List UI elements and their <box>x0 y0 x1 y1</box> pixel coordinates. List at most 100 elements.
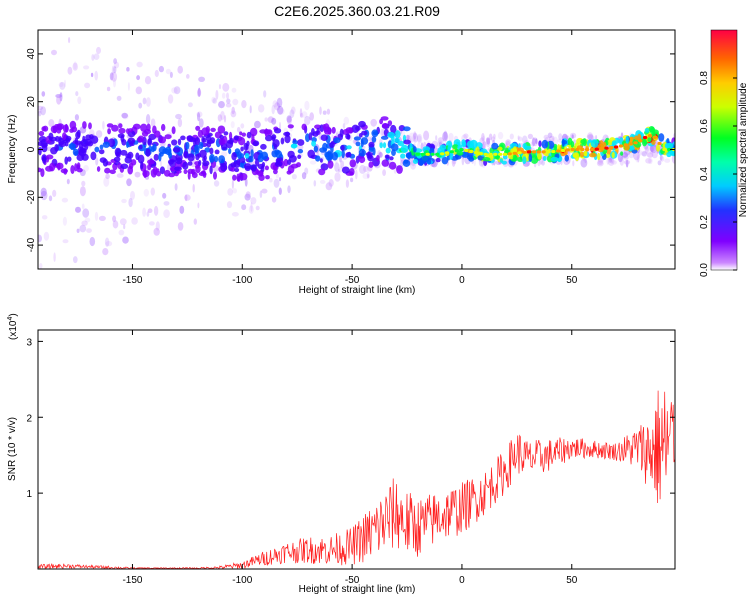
ridge-blob <box>280 137 285 145</box>
ridge-blob <box>87 141 94 147</box>
ridge-blob <box>214 155 219 163</box>
noise-blob <box>197 202 200 209</box>
noise-blob <box>48 195 53 202</box>
noise-blob <box>254 120 261 129</box>
noise-blob <box>309 160 317 165</box>
colorbar: 0.0 0.2 0.4 0.6 0.8 Normalized spectral ampl… <box>699 29 749 277</box>
ridge-core <box>478 152 483 156</box>
noise-blob <box>225 102 232 108</box>
ridge-blob <box>283 131 291 137</box>
ridge-blob <box>203 155 207 161</box>
noise-blob <box>211 96 216 104</box>
ridge-blob <box>333 137 341 144</box>
ridge-blob <box>358 120 366 128</box>
ridge-blob <box>620 151 624 156</box>
ridge-blob <box>195 125 201 131</box>
ridge-blob <box>564 154 569 162</box>
ridge-blob <box>562 140 568 145</box>
noise-blob <box>149 221 155 226</box>
ridge-core <box>440 152 445 156</box>
ridge-blob <box>292 140 298 145</box>
noise-blob <box>438 137 445 143</box>
noise-blob <box>558 133 563 141</box>
snr-line <box>38 390 675 569</box>
ridge-blob <box>241 132 246 137</box>
noise-blob <box>135 86 142 95</box>
ridge-blob <box>244 165 251 172</box>
noise-blob <box>58 82 64 88</box>
noise-blob <box>106 86 111 92</box>
ridge-blob <box>56 162 64 170</box>
noise-blob <box>197 88 202 97</box>
ridge-blob <box>522 156 527 165</box>
ridge-blob <box>206 140 212 148</box>
ridge-blob <box>550 156 559 162</box>
ridge-core <box>430 152 435 156</box>
ridge-blob <box>538 140 542 147</box>
ridge-blob <box>389 156 394 161</box>
ridge-blob <box>403 139 411 145</box>
ridge-blob <box>358 155 366 164</box>
ridge-blob <box>380 116 389 121</box>
ridge-blob <box>449 153 453 160</box>
noise-blob <box>64 79 66 88</box>
noise-blob <box>212 98 217 104</box>
noise-blob <box>40 187 47 197</box>
noise-blob <box>94 70 98 81</box>
colorbar-gradient <box>710 29 738 271</box>
ridge-core <box>633 141 638 145</box>
y-tick-label: -40 <box>26 237 37 252</box>
noise-blob <box>73 256 78 264</box>
ridge-blob <box>580 139 586 145</box>
noise-blob <box>77 96 82 105</box>
ridge-blob <box>239 131 243 136</box>
ridge-blob <box>209 137 216 144</box>
noise-blob <box>297 144 304 150</box>
noise-blob <box>66 178 70 185</box>
ridge-core <box>599 147 604 151</box>
ridge-blob <box>107 128 111 135</box>
noise-blob <box>299 112 304 118</box>
ridge-blob <box>412 146 417 153</box>
ridge-blob <box>468 156 475 162</box>
ridge-blob <box>230 166 236 172</box>
ridge-core <box>415 152 421 156</box>
snr-y-multiplier: (x104) <box>7 313 19 340</box>
noise-blob <box>304 100 310 111</box>
ridge-blob <box>318 168 326 176</box>
noise-blob <box>488 133 493 141</box>
noise-blob <box>272 100 278 108</box>
noise-blob <box>435 135 438 141</box>
noise-blob <box>596 160 604 167</box>
noise-blob <box>342 123 346 129</box>
noise-blob <box>659 154 663 161</box>
noise-blob <box>167 94 174 104</box>
noise-blob <box>169 71 173 78</box>
noise-blob <box>491 136 496 142</box>
noise-blob <box>113 58 117 65</box>
ridge-core <box>541 150 546 154</box>
ridge-blob <box>109 169 116 175</box>
ridge-blob <box>382 142 387 149</box>
ridge-blob <box>388 161 397 170</box>
noise-blob <box>218 84 222 90</box>
ridge-blob <box>213 171 217 180</box>
y-tick-label: 20 <box>26 96 37 108</box>
noise-blob <box>646 152 654 158</box>
ridge-core <box>613 145 619 149</box>
snr-x-axis-label: Height of straight line (km) <box>299 584 416 595</box>
noise-blob <box>319 179 326 184</box>
ridge-blob <box>512 154 517 162</box>
noise-blob <box>350 177 354 183</box>
ridge-blob <box>137 135 145 143</box>
noise-blob <box>531 137 536 147</box>
noise-blob <box>220 110 225 121</box>
noise-blob <box>122 236 129 244</box>
noise-blob <box>193 218 197 225</box>
ridge-blob <box>64 123 68 133</box>
ridge-blob <box>308 132 313 141</box>
noise-blob <box>118 229 125 236</box>
noise-blob <box>222 82 230 92</box>
ridge-blob <box>394 137 400 143</box>
